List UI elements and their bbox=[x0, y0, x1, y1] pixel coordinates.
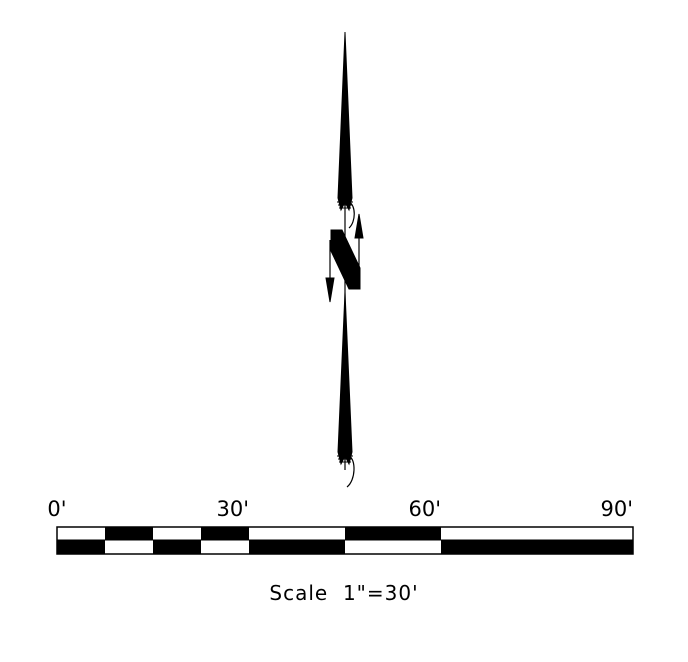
scale-caption: Scale 1"=30' bbox=[269, 581, 418, 605]
right-arrow-head bbox=[354, 213, 364, 239]
scale-label-90: 90' bbox=[601, 497, 634, 521]
diagonal-band bbox=[330, 229, 361, 290]
scale-label-60: 60' bbox=[409, 497, 442, 521]
north-arrow-symbol bbox=[325, 31, 364, 488]
lower-spike bbox=[337, 291, 353, 466]
scale-label-30: 30' bbox=[217, 497, 250, 521]
upper-spike bbox=[337, 31, 353, 212]
lower-hook bbox=[346, 455, 355, 488]
scale-bar-top-row bbox=[105, 527, 441, 540]
lower-spike-ticks bbox=[337, 455, 353, 463]
upper-hook bbox=[348, 201, 355, 229]
scale-label-0: 0' bbox=[47, 497, 66, 521]
scale-bar: 0' 30' 60' 90' Scale 1"=30' bbox=[47, 497, 634, 605]
left-arrow-head bbox=[325, 277, 335, 303]
scale-bar-bottom-row bbox=[57, 540, 633, 554]
